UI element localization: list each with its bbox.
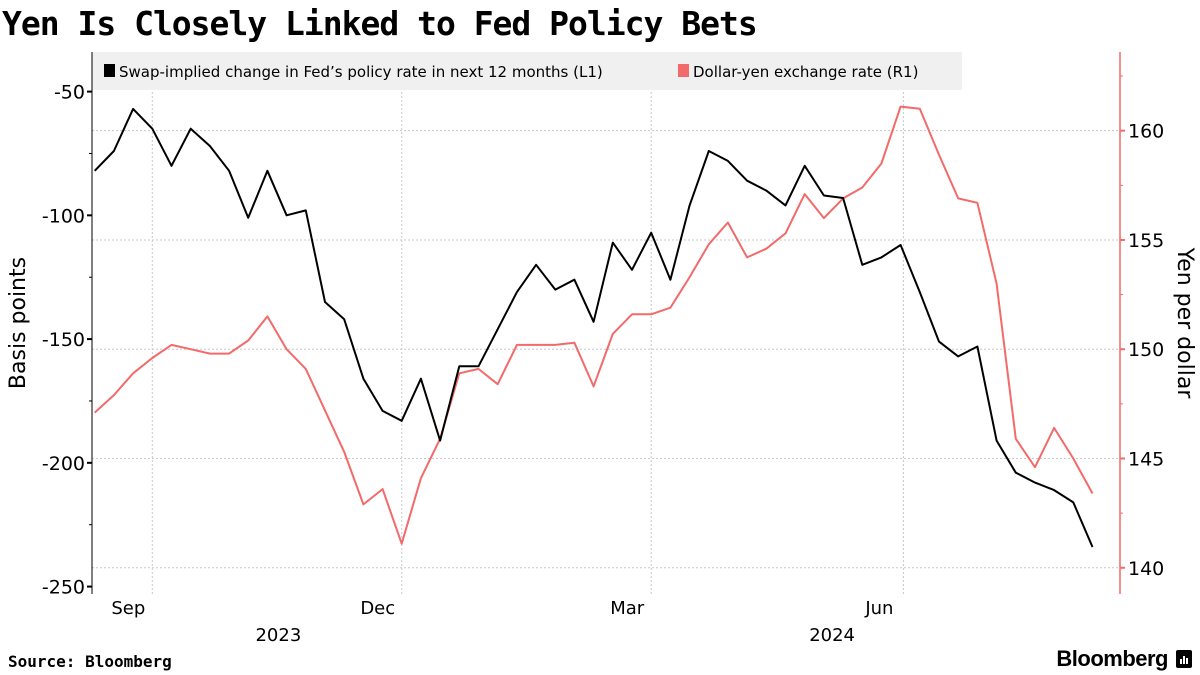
chart-title: Yen Is Closely Linked to Fed Policy Bets: [2, 4, 758, 43]
legend-label-fed: Swap-implied change in Fed’s policy rate…: [119, 63, 603, 81]
y-left-tick-label: -100: [42, 205, 85, 227]
x-tick-label: Sep: [111, 598, 145, 619]
x-year-label: 2023: [255, 625, 301, 646]
x-tick-label: Mar: [610, 598, 645, 619]
y-left-tick-label: -250: [42, 577, 85, 599]
y-right-tick-label: 155: [1128, 230, 1164, 252]
logo-text: Bloomberg: [1056, 646, 1168, 671]
bloomberg-logo: Bloomberg: [1056, 646, 1192, 672]
axes: Sep Dec Mar Jun 2023 2024 -50 -100 -150 -200 -250 1…: [42, 52, 1164, 646]
y-left-tick-label: -50: [54, 82, 85, 104]
source-note: Source: Bloomberg: [8, 652, 172, 671]
y-right-label: Yen per dollar: [1172, 247, 1197, 400]
bloomberg-chart-icon: [1176, 650, 1192, 668]
dollar-yen-line: [94, 105, 1094, 545]
x-tick-label: Jun: [864, 598, 893, 619]
legend-swatch-fed: [104, 64, 115, 77]
x-tick-label: Dec: [360, 598, 395, 619]
x-year-label: 2024: [809, 625, 855, 646]
legend-label-yen: Dollar-yen exchange rate (R1): [693, 63, 918, 81]
legend-background: [92, 52, 962, 90]
y-left-tick-label: -150: [42, 329, 85, 351]
series-lines: [93, 105, 1094, 548]
y-right-tick-label: 145: [1128, 449, 1164, 471]
gridlines: [92, 52, 1120, 594]
y-right-tick-label: 150: [1128, 339, 1164, 361]
y-right-tick-label: 140: [1128, 558, 1164, 580]
y-left-label: Basis points: [6, 257, 31, 389]
legend-swatch-yen: [678, 64, 689, 77]
fed-rate-line: [93, 107, 1094, 548]
y-left-tick-label: -200: [42, 453, 85, 475]
y-right-tick-label: 160: [1128, 121, 1164, 143]
